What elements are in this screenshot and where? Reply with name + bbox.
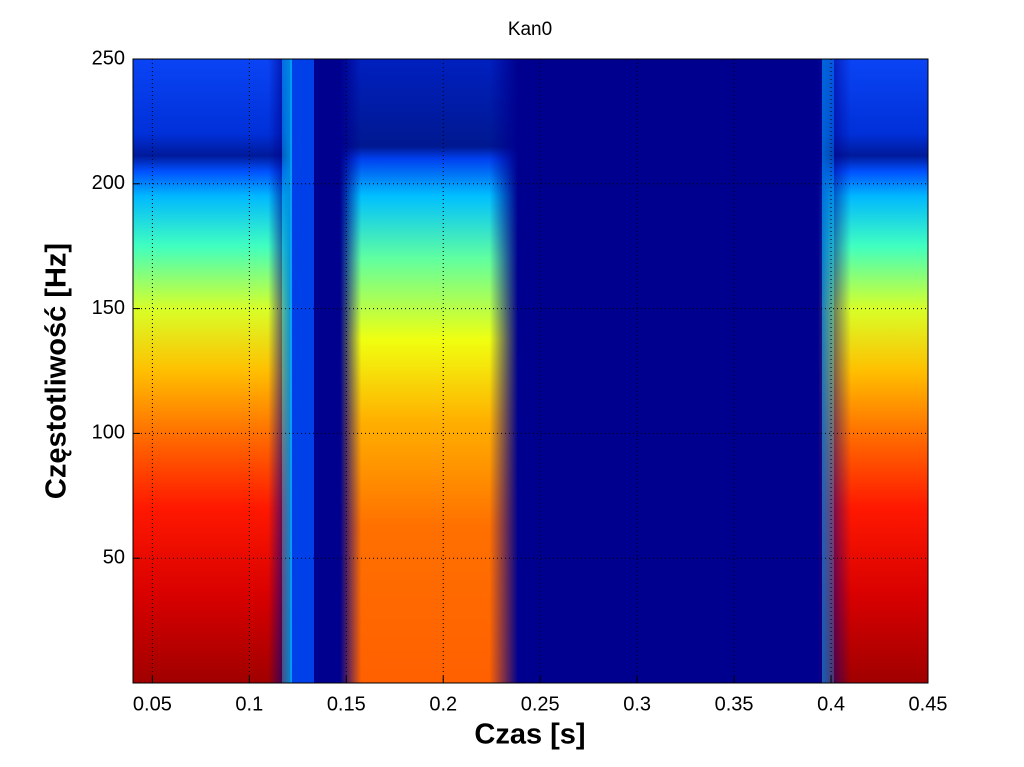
chart-title: Kan0 <box>508 19 552 40</box>
x-tick-label: 0.3 <box>623 693 651 715</box>
x-tick-label: 0.45 <box>909 693 948 715</box>
x-tick-label: 0.4 <box>817 693 845 715</box>
y-tick-label: 150 <box>92 297 125 319</box>
x-tick-label: 0.05 <box>133 693 172 715</box>
heatmap-image <box>133 59 928 683</box>
y-tick-label: 200 <box>92 172 125 194</box>
x-tick-label: 0.35 <box>715 693 754 715</box>
y-axis-label: Częstotliwość [Hz] <box>41 243 73 499</box>
y-tick-label: 100 <box>92 422 125 444</box>
y-tick-label: 250 <box>92 47 125 69</box>
axes-box <box>132 58 929 684</box>
x-tick-label: 0.15 <box>327 693 366 715</box>
x-tick-label: 0.25 <box>521 693 560 715</box>
x-tick-label: 0.2 <box>429 693 457 715</box>
x-axis-label: Czas [s] <box>474 719 585 751</box>
x-tick-label: 0.1 <box>235 693 263 715</box>
y-tick-label: 50 <box>103 546 125 568</box>
